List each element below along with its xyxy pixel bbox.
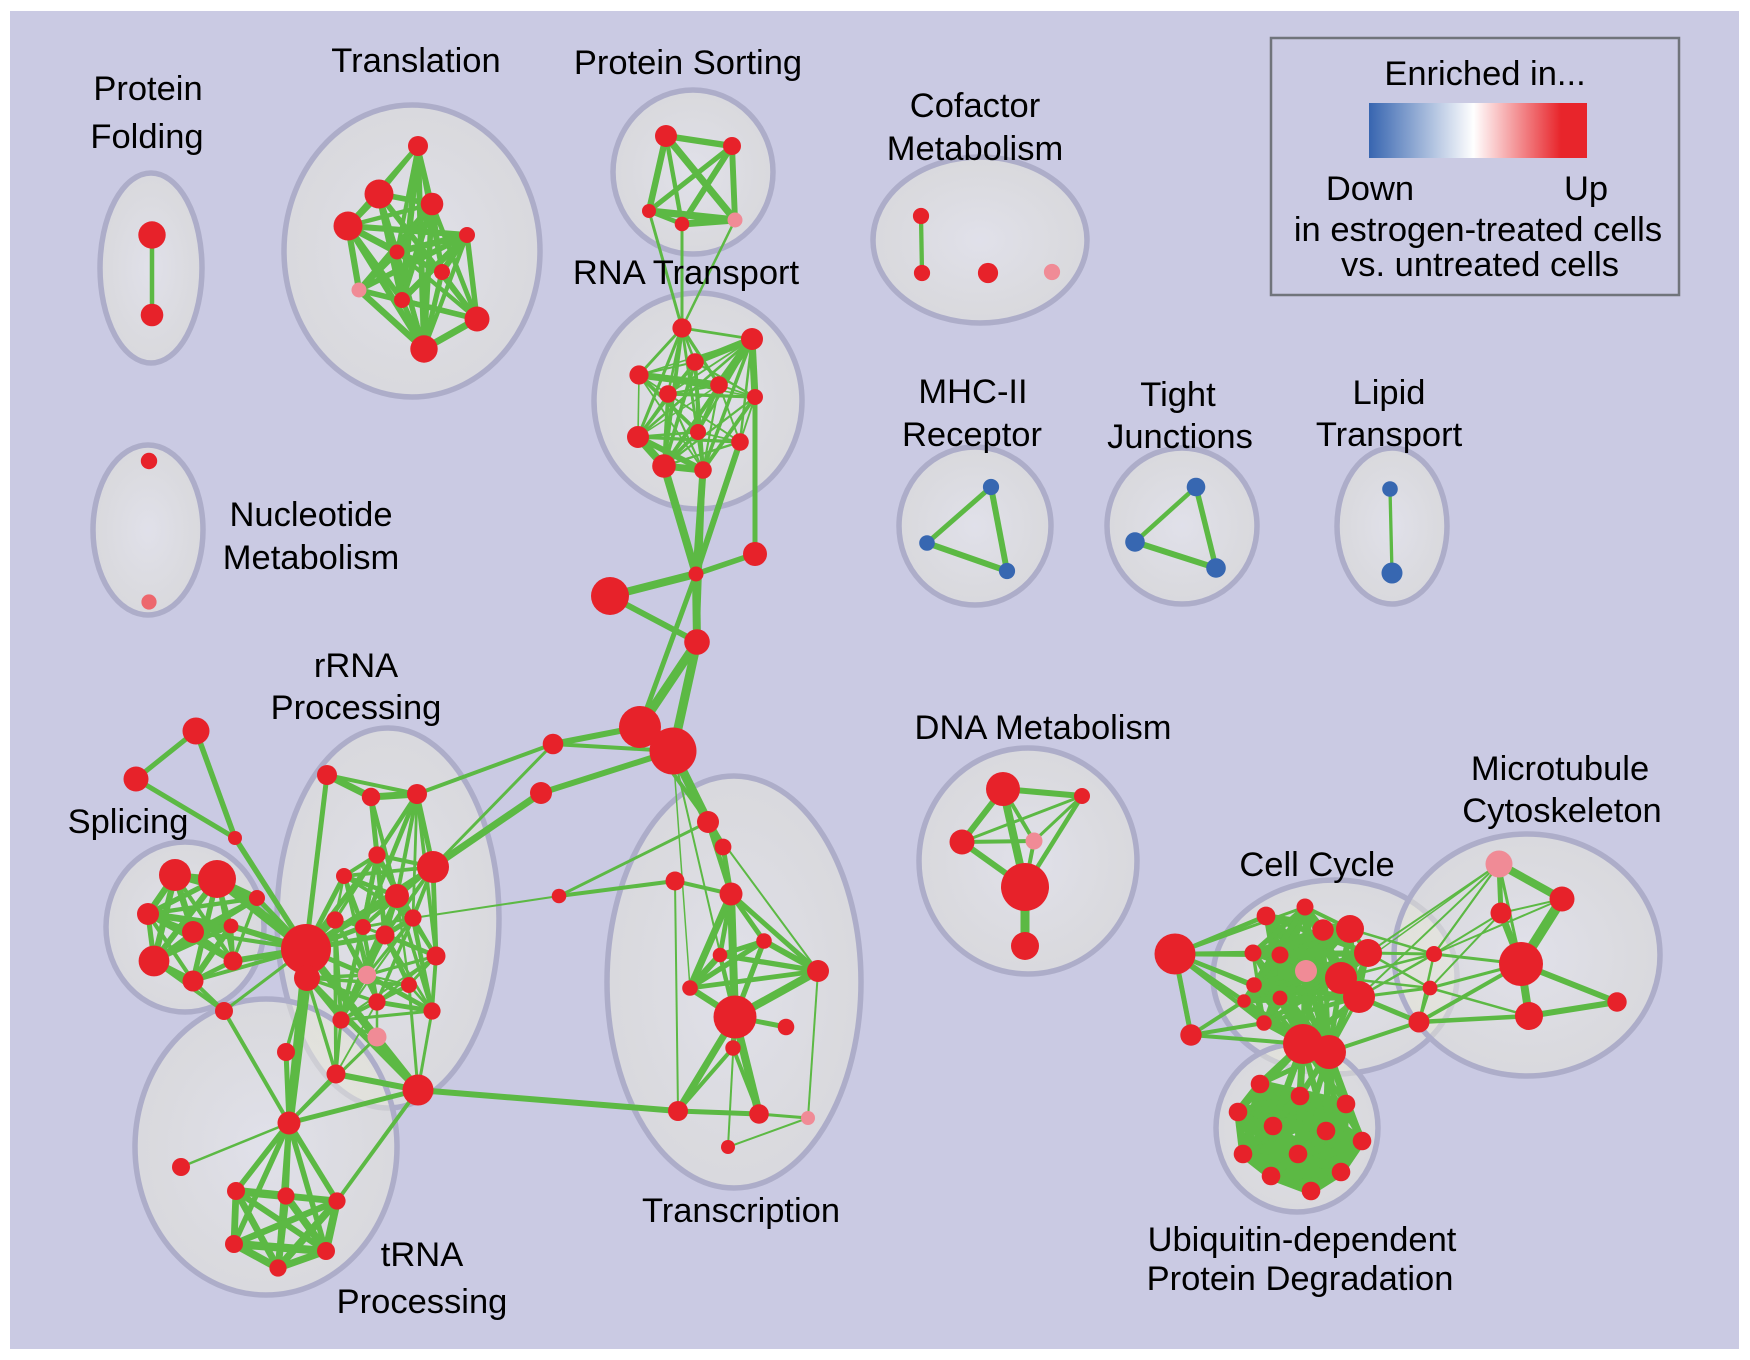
svg-text:DNA Metabolism: DNA Metabolism — [915, 709, 1172, 747]
svg-text:in estrogen-treated cells: in estrogen-treated cells — [1294, 211, 1662, 249]
svg-text:MHC-II: MHC-II — [918, 373, 1027, 411]
svg-text:Up: Up — [1564, 170, 1608, 208]
svg-text:rRNA: rRNA — [314, 647, 398, 685]
svg-text:Junctions: Junctions — [1107, 418, 1253, 456]
svg-text:Protein Sorting: Protein Sorting — [574, 44, 802, 82]
svg-text:Protein: Protein — [93, 70, 202, 108]
svg-text:tRNA: tRNA — [381, 1236, 463, 1274]
svg-text:vs. untreated cells: vs. untreated cells — [1341, 246, 1619, 284]
svg-text:Tight: Tight — [1140, 376, 1216, 414]
svg-text:Processing: Processing — [271, 689, 442, 727]
svg-text:Translation: Translation — [331, 42, 500, 80]
svg-text:Cytoskeleton: Cytoskeleton — [1462, 792, 1661, 830]
svg-text:Enriched in...: Enriched in... — [1384, 55, 1585, 93]
svg-text:Microtubule: Microtubule — [1471, 750, 1649, 788]
svg-text:Cell Cycle: Cell Cycle — [1239, 846, 1394, 884]
svg-text:Metabolism: Metabolism — [887, 130, 1063, 168]
svg-text:Transcription: Transcription — [642, 1192, 840, 1230]
svg-text:Folding: Folding — [90, 118, 203, 156]
svg-text:RNA Transport: RNA Transport — [573, 254, 800, 292]
svg-text:Nucleotide: Nucleotide — [229, 496, 392, 534]
svg-text:Cofactor: Cofactor — [910, 87, 1040, 125]
svg-text:Metabolism: Metabolism — [223, 539, 399, 577]
svg-text:Protein Degradation: Protein Degradation — [1147, 1260, 1454, 1298]
svg-text:Transport: Transport — [1316, 416, 1463, 454]
svg-text:Lipid: Lipid — [1353, 374, 1426, 412]
svg-text:Receptor: Receptor — [902, 416, 1042, 454]
svg-text:Processing: Processing — [337, 1283, 508, 1321]
svg-text:Splicing: Splicing — [68, 803, 189, 841]
svg-text:Down: Down — [1326, 170, 1414, 208]
svg-text:Ubiquitin-dependent: Ubiquitin-dependent — [1148, 1221, 1457, 1259]
